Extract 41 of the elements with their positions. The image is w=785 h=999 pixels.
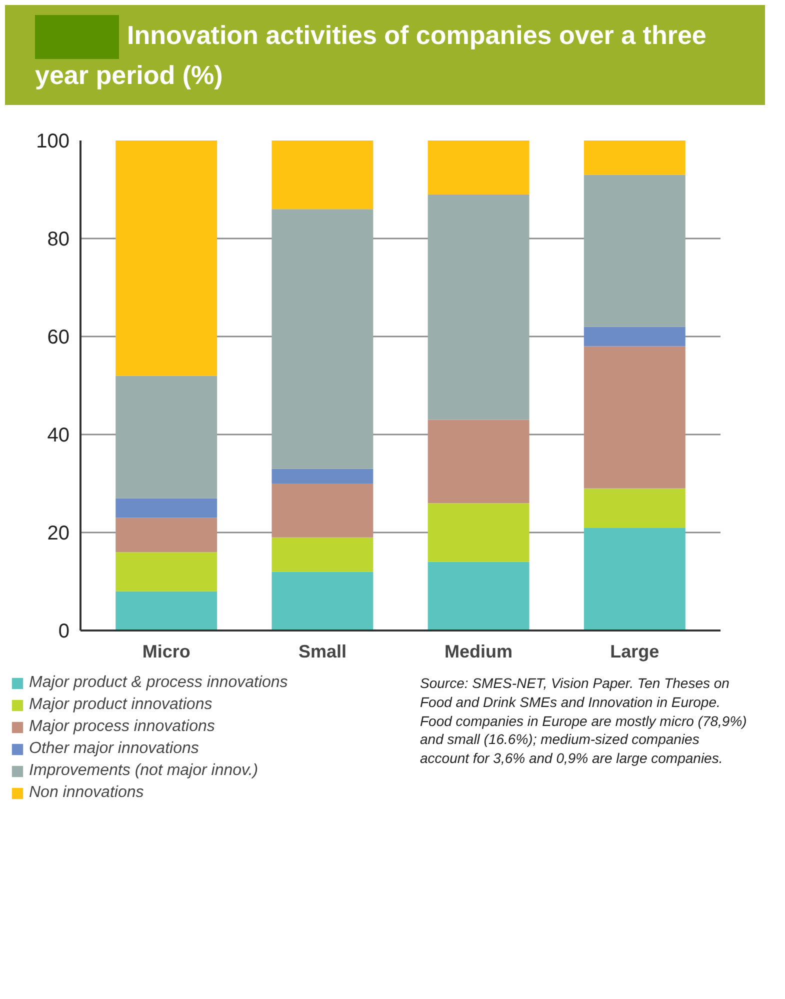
bar: [116, 375, 218, 498]
bar: [272, 140, 374, 209]
bar: [428, 194, 530, 420]
legend-label: Other major innovations: [29, 740, 199, 758]
legend-label: Non innovations: [29, 784, 144, 802]
bar: [116, 552, 218, 592]
legend-label: Major product innovations: [29, 696, 212, 714]
bar: [272, 208, 374, 469]
bar: [584, 326, 686, 346]
bar: [428, 420, 530, 503]
bar: [584, 174, 686, 326]
bar: [584, 346, 686, 488]
bar: [116, 591, 218, 630]
bar: [272, 537, 374, 572]
legend-label: Major process innovations: [29, 718, 215, 736]
bar: [584, 527, 686, 630]
x-tick-label: Small: [298, 641, 346, 662]
bar: [584, 140, 686, 175]
y-tick-label: 100: [36, 130, 70, 152]
y-tick-label: 20: [47, 522, 70, 544]
y-tick-label: 40: [47, 424, 70, 446]
x-tick-label: Micro: [142, 641, 190, 662]
bar: [428, 502, 530, 562]
chart-title: Innovation activities of companies over a three year period (%): [35, 18, 708, 92]
legend-label: Major product & process innovations: [29, 674, 288, 692]
source-note: Source: SMES-NET, Vision Paper. Ten Theses on Food and Drink SMEs and Innovation in Europe. Food companies in Europe are mostly micro (78,9%) and small (16.6%); medium-sized companies account for 3,6% and 0,9% are large companies.: [420, 674, 748, 768]
bar: [428, 562, 530, 630]
y-tick-label: 60: [47, 326, 70, 348]
bar: [272, 468, 374, 484]
bar: [272, 571, 374, 630]
bar: [272, 483, 374, 538]
bar: [584, 488, 686, 528]
x-tick-label: Large: [610, 641, 660, 662]
bar: [116, 498, 218, 518]
bar: [116, 518, 218, 552]
y-tick-label: 80: [47, 228, 70, 250]
bar: [428, 140, 530, 194]
y-tick-label: 0: [58, 620, 70, 642]
bar: [116, 140, 218, 376]
legend-label: Improvements (not major innov.): [29, 762, 258, 780]
x-tick-label: Medium: [444, 641, 513, 662]
